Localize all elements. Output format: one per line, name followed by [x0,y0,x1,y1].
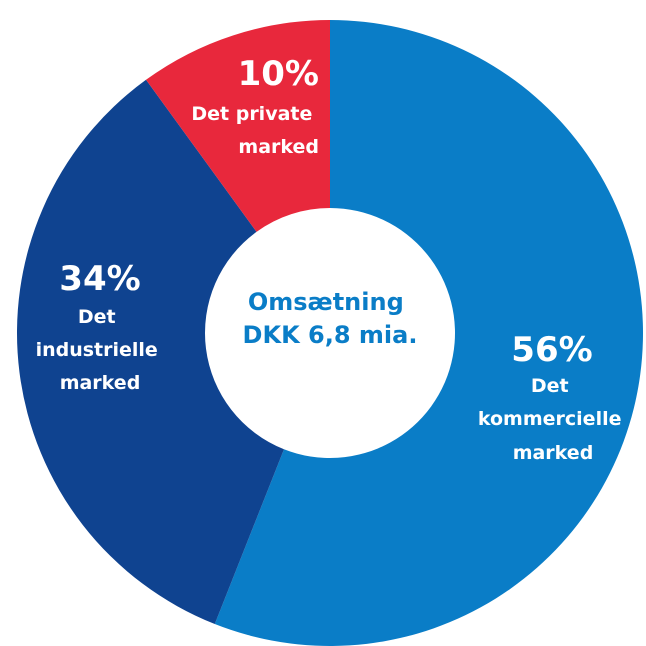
center-label-line-2: DKK 6,8 mia. [243,321,418,349]
slice-private [146,20,330,232]
slice-kommercielle [214,20,644,646]
percent-label-industrielle: 34% [59,259,140,299]
category-label-kommercielle: Det kommercielle marked [478,375,628,464]
slice-label-kommercielle: 56% Det kommercielle marked [478,330,628,464]
percent-label-kommercielle: 56% [511,330,592,370]
slice-industrielle [16,79,284,625]
donut-slices [16,20,644,646]
center-label: Omsætning DKK 6,8 mia. [243,288,418,349]
center-label-line-1: Omsætning [248,288,404,316]
slice-label-industrielle: 34% Det industrielle marked [36,259,165,394]
category-label-industrielle: Det industrielle marked [36,306,165,394]
percent-label-private: 10% [238,54,319,94]
slice-label-private: 10% Det private marked [191,54,319,158]
category-label-private: Det private marked [191,103,319,158]
